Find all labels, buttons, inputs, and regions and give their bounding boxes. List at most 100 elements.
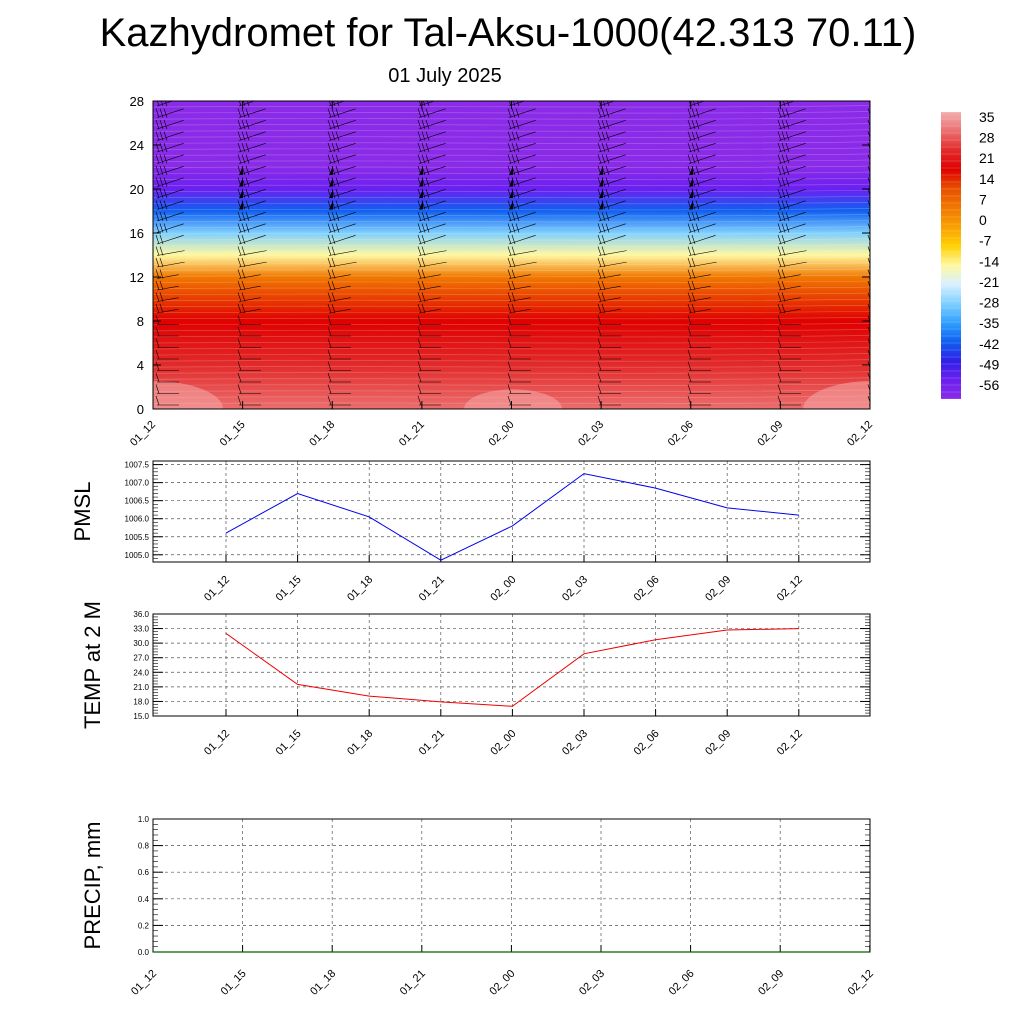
colorbar-fill xyxy=(941,112,961,399)
warm-surface-patch xyxy=(153,381,223,409)
wind-barb-shaft xyxy=(418,108,446,118)
wind-barb-feather xyxy=(872,304,875,313)
wind-barb-shaft xyxy=(508,154,536,164)
wind-barb-feather xyxy=(597,142,602,153)
wind-barb-shaft xyxy=(868,128,870,130)
wind-barb-shaft xyxy=(598,120,626,130)
wind-barb-shaft xyxy=(418,200,446,210)
wind-barb-feather xyxy=(335,200,340,210)
wind-barb-shaft xyxy=(508,120,536,130)
wind-barb-feather xyxy=(425,119,430,130)
wind-barb-feather xyxy=(695,177,700,187)
wind-barb-shaft xyxy=(156,166,184,176)
wind-barb-shaft xyxy=(598,189,626,199)
wind-barb-feather xyxy=(781,165,786,176)
wind-barb-feather xyxy=(155,108,160,118)
wind-barb-feather xyxy=(777,384,782,394)
wind-barb-feather xyxy=(237,315,242,325)
wind-barb-shaft xyxy=(418,120,446,130)
wind-barb-feather xyxy=(511,303,516,314)
wind-barb-shaft xyxy=(868,289,870,291)
wind-barb-feather xyxy=(241,292,246,302)
wind-barb-shaft xyxy=(328,166,356,176)
wind-barb-feather xyxy=(421,131,426,141)
wind-barb-feather xyxy=(421,234,426,245)
wind-barb-feather xyxy=(241,154,246,164)
colorbar-label: -28 xyxy=(979,295,999,311)
wind-barb-feather xyxy=(872,97,875,106)
x-tick-label: 02_09 xyxy=(703,728,733,758)
wind-barb-shaft xyxy=(156,212,184,222)
wind-barb-feather xyxy=(601,211,606,222)
wind-barb-feather xyxy=(331,119,336,130)
cross-section-chart: 0 4 8 12 16 20 24 28 01_12 01_15 01_18 01_21 02_00 02… xyxy=(128,94,879,449)
wind-barb-feather xyxy=(155,338,160,348)
wind-barb-feather xyxy=(331,154,336,164)
colorbar-label: 7 xyxy=(979,191,987,207)
wind-barb-feather xyxy=(872,120,875,129)
wind-barb-feather xyxy=(777,361,782,371)
wind-barb-feather xyxy=(601,257,606,268)
wind-barb-feather xyxy=(331,246,336,256)
y-tick-label: 0.6 xyxy=(138,868,150,877)
wind-barb-shaft xyxy=(688,274,711,279)
contour-line xyxy=(153,286,870,289)
wind-barb-feather xyxy=(601,246,606,256)
wind-barb-shaft xyxy=(778,101,796,107)
wind-barb-feather xyxy=(155,292,160,302)
wind-barb-feather xyxy=(687,349,692,360)
wind-barb-feather xyxy=(515,142,520,153)
wind-barb-feather xyxy=(421,154,426,164)
wind-barb-shaft xyxy=(156,101,174,107)
y-tick-label: 1.0 xyxy=(138,815,150,824)
wind-barb-feather xyxy=(331,269,336,279)
wind-barb-shaft xyxy=(598,223,626,233)
wind-barb-feather xyxy=(327,384,332,394)
x-tick-label: 02_06 xyxy=(632,574,662,604)
wind-barb-feather xyxy=(605,108,610,118)
warm-surface-patch xyxy=(464,389,562,409)
wind-barb-feather xyxy=(425,211,430,222)
wind-barb-feather xyxy=(601,223,606,233)
wind-barb-shaft xyxy=(688,189,716,199)
wind-barb-feather xyxy=(605,119,610,130)
wind-barb-feather xyxy=(785,108,790,118)
wind-barb-feather xyxy=(601,280,606,291)
wind-barb-feather xyxy=(417,211,422,222)
wind-barb-shaft xyxy=(156,108,184,118)
y-tick-label: 21.0 xyxy=(133,683,149,692)
wind-barb-feather xyxy=(327,142,332,153)
wind-barb-shaft xyxy=(868,278,870,279)
wind-barb-shaft xyxy=(156,131,184,141)
wind-barb-feather xyxy=(876,132,879,141)
wind-barb-shaft xyxy=(688,101,706,107)
panel-frame xyxy=(152,613,871,717)
x-tick-label: 01_12 xyxy=(128,419,158,449)
wind-barb-feather xyxy=(515,223,520,233)
wind-barb-feather xyxy=(687,154,692,164)
wind-barb-feather xyxy=(245,142,250,153)
wind-barb-feather xyxy=(507,372,512,383)
wind-barb-feather xyxy=(511,131,516,141)
wind-barb-feather xyxy=(331,142,336,153)
wind-barb-feather xyxy=(159,223,164,233)
wind-barb-feather xyxy=(159,246,164,256)
wind-barb-shaft xyxy=(778,177,806,187)
wind-barb-pennant xyxy=(329,166,333,175)
wind-barb-shaft xyxy=(238,120,266,130)
wind-barb-feather xyxy=(777,280,782,291)
wind-barb-shaft xyxy=(156,261,185,268)
wind-barb-shaft xyxy=(156,285,179,291)
wind-barb-feather xyxy=(781,200,786,210)
wind-barb-shaft xyxy=(778,154,806,164)
wind-barb-shaft xyxy=(508,143,536,153)
wind-barb-feather xyxy=(245,211,250,222)
contour-line xyxy=(153,220,870,223)
wind-barb-feather xyxy=(159,234,164,245)
wind-barb-feather xyxy=(507,292,512,302)
series-line xyxy=(225,628,799,707)
wind-barb-feather xyxy=(155,384,160,394)
wind-barb-feather xyxy=(507,269,512,279)
wind-barb-feather xyxy=(237,108,242,118)
y-tick-label: 36.0 xyxy=(133,610,149,619)
